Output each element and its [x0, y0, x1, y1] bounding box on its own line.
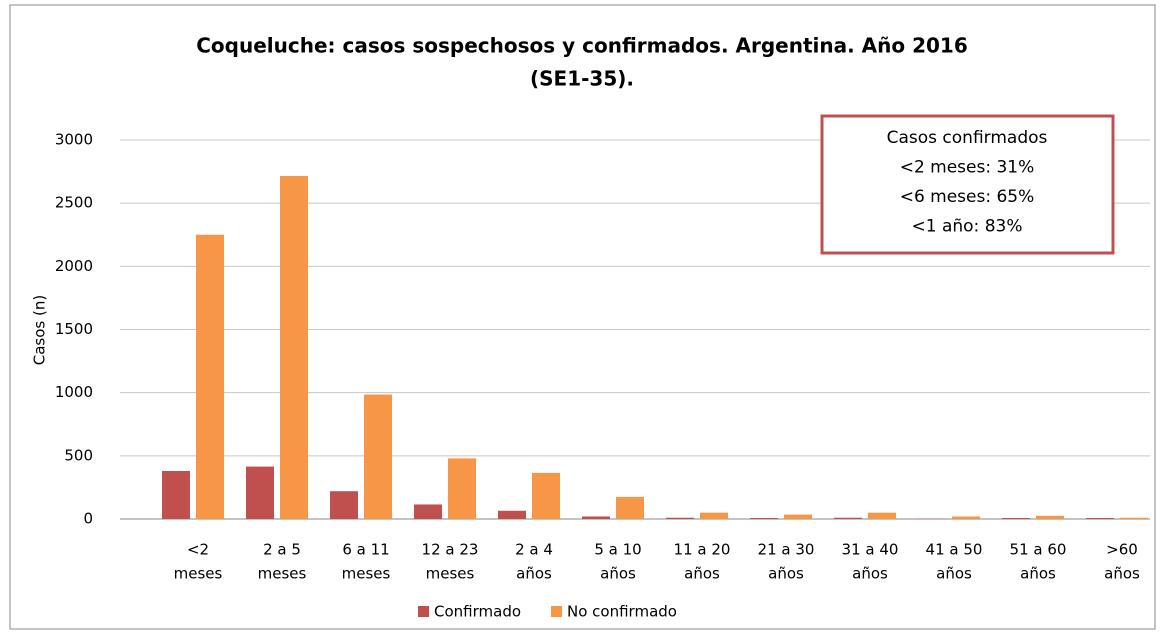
x-tick-label: años	[852, 565, 888, 583]
bar	[414, 504, 442, 519]
annotation-text: <6 meses: 65%	[900, 187, 1035, 207]
x-tick-label: años	[516, 565, 552, 583]
x-tick-label: 2 a 4	[515, 541, 553, 559]
x-tick-label: 5 a 10	[594, 541, 641, 559]
x-tick-label: meses	[174, 565, 223, 583]
x-tick-label: 31 a 40	[842, 541, 899, 559]
bar	[582, 516, 610, 519]
y-tick-label: 2500	[55, 194, 93, 212]
bar	[330, 491, 358, 519]
x-tick-label: 12 a 23	[422, 541, 479, 559]
bar	[162, 470, 190, 519]
legend-swatch	[551, 606, 563, 617]
bar	[1036, 515, 1064, 519]
bar	[700, 512, 728, 519]
y-tick-label: 2000	[55, 257, 93, 275]
bar	[616, 496, 644, 519]
x-tick-label: años	[1020, 565, 1056, 583]
y-tick-label: 1500	[55, 320, 93, 338]
x-tick-label: años	[768, 565, 804, 583]
x-tick-label: 2 a 5	[263, 541, 301, 559]
legend-label: Confirmado	[434, 603, 521, 621]
legend-swatch	[418, 606, 429, 617]
y-tick-label: 3000	[55, 131, 93, 149]
bar	[1120, 517, 1148, 519]
chart-border	[9, 4, 1156, 630]
bar	[364, 394, 392, 519]
bar	[280, 176, 308, 519]
bar	[952, 516, 980, 519]
bar	[498, 510, 526, 519]
y-tick-label: 0	[83, 510, 93, 528]
bar	[666, 517, 694, 519]
legend-label: No confirmado	[567, 603, 677, 621]
annotation-text: <1 año: 83%	[912, 217, 1023, 237]
x-tick-label: 51 a 60	[1010, 541, 1067, 559]
y-tick-label: 1000	[55, 383, 93, 401]
x-tick-label: 6 a 11	[342, 541, 389, 559]
bar	[1002, 517, 1030, 519]
chart-title: (SE1-35).	[530, 67, 634, 91]
annotation-box	[820, 114, 1115, 255]
x-tick-label: años	[936, 565, 972, 583]
x-tick-label: años	[600, 565, 636, 583]
y-tick-label: 500	[64, 446, 93, 464]
bar	[784, 514, 812, 519]
annotation-text: <2 meses: 31%	[900, 158, 1035, 178]
x-tick-label: 21 a 30	[758, 541, 815, 559]
x-tick-label: meses	[342, 565, 391, 583]
bar	[868, 512, 896, 519]
x-tick-label: años	[1104, 565, 1140, 583]
x-tick-label: >60	[1106, 541, 1138, 559]
x-tick-label: 41 a 50	[926, 541, 983, 559]
x-tick-label: años	[684, 565, 720, 583]
bar	[196, 234, 224, 519]
x-tick-label: <2	[187, 541, 209, 559]
bar	[448, 458, 476, 519]
bar	[246, 466, 274, 519]
bar	[532, 472, 560, 519]
annotation-text: Casos confirmados	[887, 128, 1048, 148]
y-axis-label: Casos (n)	[31, 295, 49, 365]
x-tick-label: meses	[258, 565, 307, 583]
bar	[750, 517, 778, 519]
x-tick-label: meses	[426, 565, 475, 583]
bar	[834, 517, 862, 519]
x-tick-label: 11 a 20	[674, 541, 731, 559]
chart-title: Coqueluche: casos sospechosos y confirma…	[196, 34, 968, 58]
bar	[1086, 517, 1114, 519]
